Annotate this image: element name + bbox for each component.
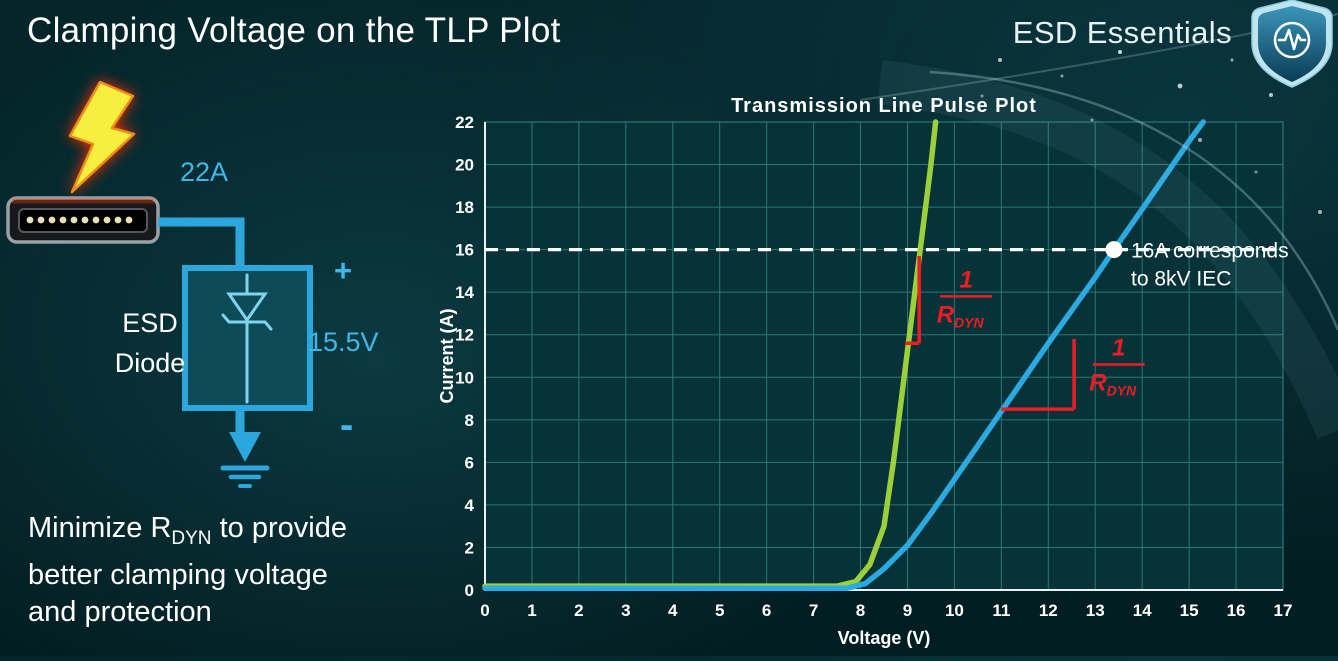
blue-rdyn-mark-numerator: 1 [1112,335,1125,362]
x-tick-label: 0 [480,601,489,620]
esd-diode-label-line2: Diode [114,348,186,378]
shield-pulse-icon [1251,0,1333,88]
x-tick-label: 2 [574,601,583,620]
polarity-minus-label: - [340,403,354,447]
brand-name: ESD Essentials [1012,15,1232,50]
green-rdyn-mark-numerator: 1 [959,266,972,293]
note-line1: Minimize RDYN to provide [28,512,347,549]
blue-rdyn-mark-denominator: RDYN [1089,370,1137,399]
y-tick-label: 14 [455,283,474,302]
clamp-voltage-label: 15.5V [308,327,379,357]
note-subscript: DYN [171,527,212,549]
esd-strike-icon [68,80,136,194]
x-tick-label: 13 [1086,601,1105,620]
callout-line-2: to 8kV IEC [1131,268,1231,291]
marker-dot [1105,241,1123,259]
x-tick-label: 7 [809,601,818,620]
y-tick-label: 0 [465,581,474,600]
series-line-low-rdyn-diode [482,119,939,589]
esd-circuit-diagram [6,80,313,488]
x-tick-label: 11 [992,601,1010,620]
x-tick-label: 8 [856,601,865,620]
y-tick-label: 20 [455,156,474,175]
note-line2: better clamping voltage [28,558,328,591]
y-tick-label: 10 [455,368,474,387]
note-line3: and protection [28,595,212,628]
y-tick-label: 16 [455,241,474,260]
x-tick-label: 9 [903,601,912,620]
x-tick-label: 17 [1274,601,1293,620]
chart-title: Transmission Line Pulse Plot [731,95,1037,117]
x-tick-label: 14 [1133,601,1152,620]
note-text: Minimize RDYN to provide better clamping… [28,510,347,631]
ground-icon [220,432,270,488]
page-title: Clamping Voltage on the TLP Plot [27,11,561,50]
series-line-high-rdyn-diode [482,119,1206,592]
x-tick-label: 15 [1180,601,1199,620]
y-tick-label: 6 [465,453,474,472]
y-tick-label: 18 [455,198,474,217]
tlp-chart: 1 RDYN 1 RDYN 16A corresponds to 8kV IEC 0 1 2 3 4… [437,92,1338,656]
y-tick-label: 2 [465,538,474,557]
x-tick-label: 6 [762,601,771,620]
y-axis-label: Current (A) [440,309,457,404]
x-tick-label: 4 [668,601,678,620]
callout-line-1: 16A corresponds [1131,240,1289,263]
polarity-plus-label: + [334,253,353,288]
y-tick-label: 12 [455,326,474,345]
esd-diode-label-line1: ESD [122,308,178,338]
surge-current-label: 22A [180,157,229,187]
esd-diode-label: ESD Diode [98,303,202,383]
green-rdyn-mark-denominator: RDYN [937,301,985,330]
x-tick-label: 3 [621,601,630,620]
x-tick-label: 10 [945,601,964,620]
x-axis-label: Voltage (V) [838,628,931,648]
x-tick-label: 1 [527,601,536,620]
y-tick-label: 22 [455,113,474,132]
zener-diode-icon [221,273,273,404]
x-tick-label: 5 [715,601,724,620]
y-tick-label: 4 [465,496,475,515]
x-tick-label: 16 [1227,601,1246,620]
x-tick-label: 12 [1039,601,1058,620]
hdmi-connector-icon [6,196,160,244]
y-tick-label: 8 [465,411,474,430]
